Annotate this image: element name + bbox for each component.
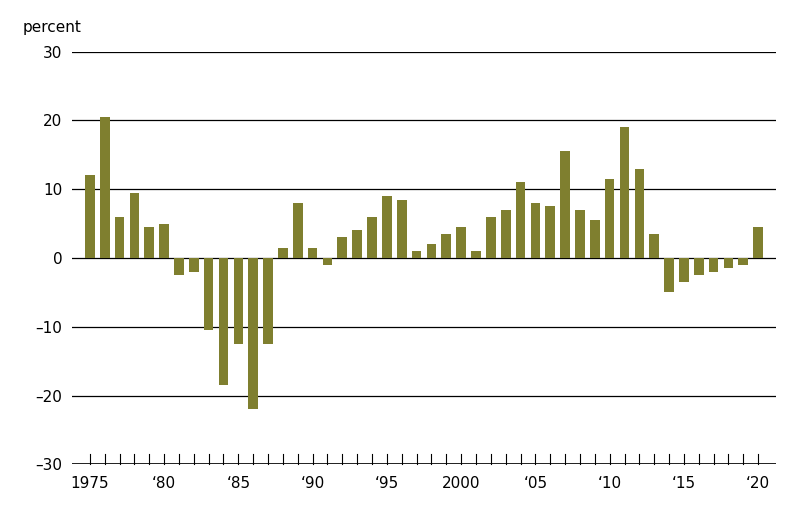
Bar — [620, 127, 630, 258]
Bar — [322, 258, 332, 265]
Bar — [664, 258, 674, 293]
Bar — [159, 223, 169, 258]
Bar — [248, 258, 258, 409]
Bar — [546, 206, 555, 258]
Bar — [709, 258, 718, 272]
Bar — [754, 227, 763, 258]
Bar — [189, 258, 198, 272]
Bar — [263, 258, 273, 344]
Bar — [560, 151, 570, 258]
Bar — [486, 217, 496, 258]
Bar — [694, 258, 703, 275]
Bar — [605, 179, 614, 258]
Text: percent: percent — [22, 20, 82, 35]
Bar — [501, 210, 510, 258]
Bar — [204, 258, 214, 330]
Bar — [412, 251, 422, 258]
Bar — [338, 237, 347, 258]
Bar — [456, 227, 466, 258]
Bar — [471, 251, 481, 258]
Bar — [352, 231, 362, 258]
Bar — [114, 217, 124, 258]
Bar — [516, 182, 526, 258]
Bar — [634, 169, 644, 258]
Bar — [278, 248, 288, 258]
Bar — [367, 217, 377, 258]
Bar — [308, 248, 318, 258]
Bar — [575, 210, 585, 258]
Bar — [174, 258, 184, 275]
Bar — [234, 258, 243, 344]
Bar — [145, 227, 154, 258]
Bar — [100, 117, 110, 258]
Bar — [397, 200, 406, 258]
Bar — [679, 258, 689, 282]
Bar — [382, 196, 392, 258]
Bar — [442, 234, 451, 258]
Bar — [530, 203, 540, 258]
Bar — [130, 192, 139, 258]
Bar — [650, 234, 659, 258]
Bar — [724, 258, 734, 268]
Bar — [218, 258, 228, 385]
Bar — [738, 258, 748, 265]
Bar — [293, 203, 302, 258]
Bar — [426, 244, 436, 258]
Bar — [85, 175, 94, 258]
Bar — [590, 220, 600, 258]
